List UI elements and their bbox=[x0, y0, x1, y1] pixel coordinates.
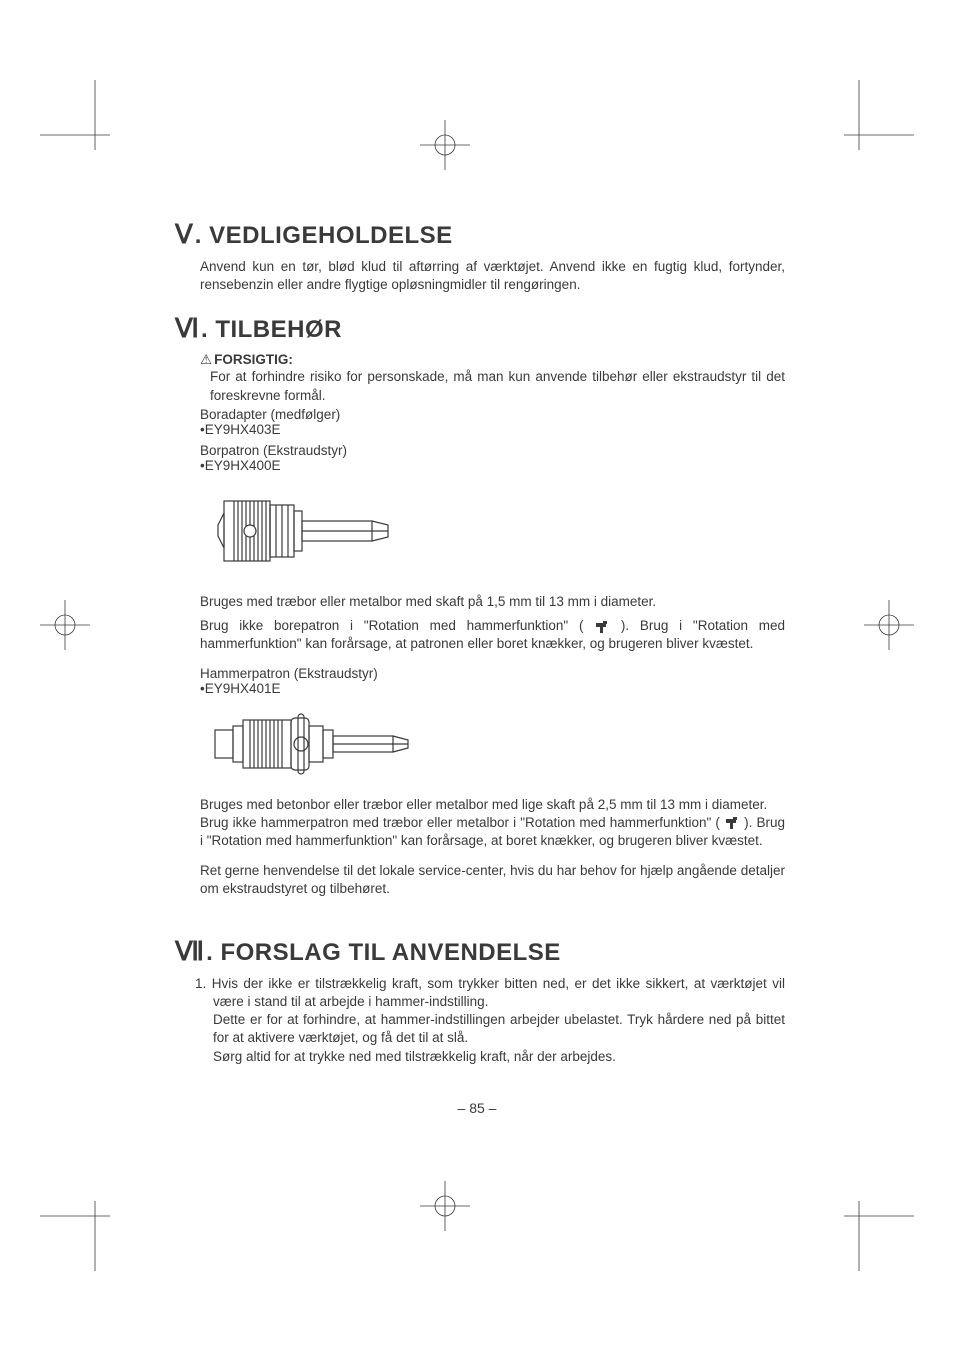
section-heading-accessories: Ⅵ . TILBEHØR bbox=[175, 314, 785, 344]
chuck2-part: •EY9HX401E bbox=[200, 681, 785, 696]
chuck1-warning: Brug ikke borepatron i "Rotation med ham… bbox=[200, 617, 785, 653]
service-note: Ret gerne henvendelse til det lokale ser… bbox=[200, 862, 785, 898]
crop-mark-bottom-center bbox=[420, 1181, 470, 1231]
heading-usage: . FORSLAG TIL ANVENDELSE bbox=[206, 939, 561, 967]
adapter-part: •EY9HX403E bbox=[200, 422, 785, 437]
crop-mark-bottom-left bbox=[40, 1201, 110, 1271]
chuck1-use: Bruges med træbor eller metalbor med ska… bbox=[200, 593, 785, 611]
page-number: – 85 – bbox=[0, 1100, 954, 1116]
chuck2-diagram bbox=[210, 706, 785, 786]
chuck2-warn-pre: Brug ikke hammerpatron med træbor eller … bbox=[200, 815, 724, 830]
crop-mark-mid-left bbox=[40, 600, 90, 650]
chuck1-warn-pre: Brug ikke borepatron i "Rotation med ham… bbox=[200, 618, 594, 633]
page-content: Ⅴ . VEDLIGEHOLDELSE Anvend kun en tør, b… bbox=[175, 220, 785, 1066]
item1-p1: Hvis der ikke er tilstrækkelig kraft, so… bbox=[212, 976, 785, 1009]
crop-mark-mid-right bbox=[864, 600, 914, 650]
maintenance-body: Anvend kun en tør, blød klud til aftørri… bbox=[200, 258, 785, 294]
crop-mark-top-left bbox=[40, 80, 110, 150]
hammer-icon bbox=[724, 816, 740, 830]
item1-number: 1. bbox=[195, 976, 206, 991]
numeral-v: Ⅴ bbox=[175, 220, 193, 250]
caution-text: For at forhindre risiko for personskade,… bbox=[210, 368, 785, 404]
adapter-label: Boradapter (medfølger) bbox=[200, 407, 785, 422]
chuck1-part: •EY9HX400E bbox=[200, 458, 785, 473]
numeral-vii: Ⅶ bbox=[175, 937, 204, 967]
crop-mark-top-center bbox=[420, 120, 470, 170]
item1-p2: Dette er for at forhindre, at hammer-ind… bbox=[213, 1012, 785, 1045]
chuck2-label: Hammerpatron (Ekstraudstyr) bbox=[200, 666, 785, 681]
numeral-vi: Ⅵ bbox=[175, 314, 199, 344]
item1-p3: Sørg altid for at trykke ned med tilstræ… bbox=[213, 1049, 616, 1064]
section-heading-maintenance: Ⅴ . VEDLIGEHOLDELSE bbox=[175, 220, 785, 250]
heading-accessories: . TILBEHØR bbox=[201, 316, 342, 344]
crop-mark-top-right bbox=[844, 80, 914, 150]
crop-mark-bottom-right bbox=[844, 1201, 914, 1271]
caution-label: FORSIGTIG: bbox=[200, 352, 785, 368]
chuck1-label: Borpatron (Ekstraudstyr) bbox=[200, 443, 785, 458]
chuck2-warning: Brug ikke hammerpatron med træbor eller … bbox=[200, 814, 785, 850]
chuck1-diagram bbox=[210, 483, 785, 583]
usage-item-1: 1. Hvis der ikke er tilstrækkelig kraft,… bbox=[195, 975, 785, 1066]
chuck2-use: Bruges med betonbor eller træbor eller m… bbox=[200, 796, 785, 814]
section-heading-usage: Ⅶ . FORSLAG TIL ANVENDELSE bbox=[175, 937, 785, 967]
hammer-icon bbox=[594, 620, 610, 634]
heading-maintenance: . VEDLIGEHOLDELSE bbox=[195, 222, 453, 250]
